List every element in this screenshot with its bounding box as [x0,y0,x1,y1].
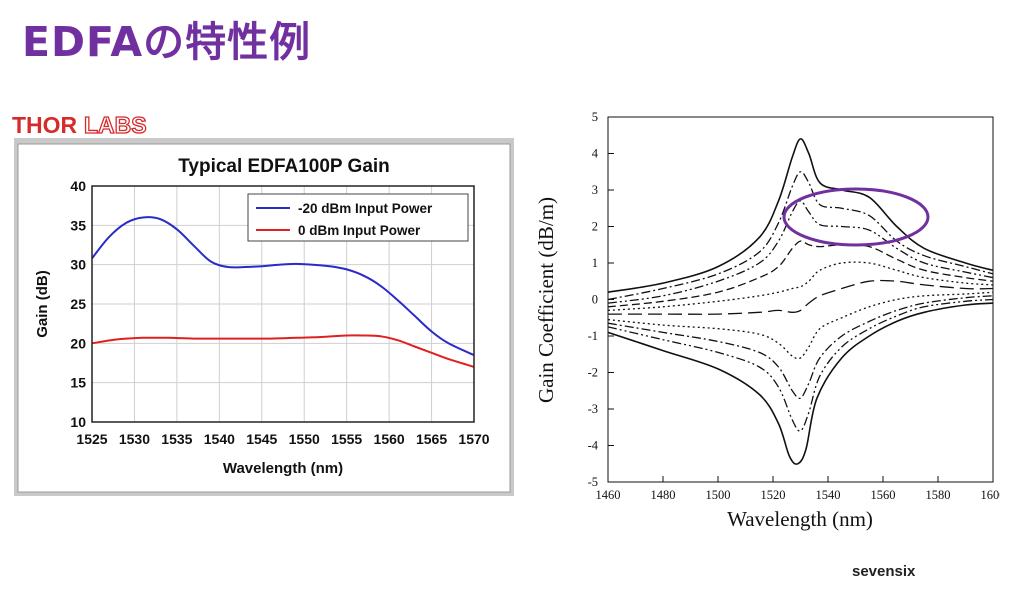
series-line-9 [607,298,994,432]
plot-area-border [91,185,475,423]
y-tick-label: 5 [592,110,598,124]
x-axis-label: Wavelength (nm) [223,460,343,477]
y-axis-label: Gain (dB) [34,270,51,338]
y-tick-label: 4 [592,147,599,161]
legend-label-2: 0 dBm Input Power [298,223,421,238]
y-tick-label: 0 [592,293,598,307]
series-line-8 [607,295,994,399]
y-tick-label: -5 [588,475,598,489]
thorlabs-logo: THOR LABS [12,112,147,138]
x-axis-label: Wavelength (nm) [727,507,873,531]
y-tick-label: 15 [70,375,86,391]
y-tick-label: 1 [592,256,598,270]
y-tick-label: -2 [588,366,598,380]
series-line-10 [607,302,994,465]
y-tick-label: 30 [70,257,86,273]
logo-text-outline: LABS [84,112,147,138]
y-tick-label: 25 [70,296,86,312]
x-tick-label: 1560 [871,488,896,502]
series-line-6 [608,279,994,315]
left-gain-chart: Typical EDFA100P Gain 1525 1530 1535 1540 15… [17,143,511,493]
y-tick-label: -3 [588,402,598,416]
x-tick-label: 1480 [651,488,676,502]
x-tick-label: 1560 [374,431,405,447]
series-line-7 [607,291,994,360]
x-tick-label: 1540 [816,488,841,502]
x-tick-label: 1580 [926,488,951,502]
x-tick-label: 1565 [416,431,447,447]
x-tick-label: 1540 [204,431,235,447]
series-line-5 [607,261,994,312]
legend: -20 dBm Input Power 0 dBm Input Power [247,193,469,242]
series-line-2 [91,334,475,368]
y-tick-label: 3 [592,183,598,197]
highlight-ellipse [782,187,930,247]
x-tick-label: 1600 [981,488,1001,502]
left-chart-panel: Typical EDFA100P Gain 1525 1530 1535 1540 15… [14,138,514,496]
x-tick-label: 1460 [596,488,621,502]
x-tick-label: 1535 [161,431,192,447]
x-tick-label: 1530 [119,431,150,447]
x-tick-label: 1555 [331,431,362,447]
series-line-2 [607,171,994,301]
chart-title: Typical EDFA100P Gain [178,156,390,177]
series-line-3 [607,200,994,304]
plot-area-border [607,116,994,483]
legend-box [247,193,469,242]
x-tick-label: 1545 [246,431,277,447]
footer-brand: sevensix [852,563,916,580]
legend-label-1: -20 dBm Input Power [298,201,433,216]
logo-text-bold: THOR [12,112,78,138]
slide-title: EDFAの特性例 [22,18,312,66]
y-tick-label: 35 [70,217,86,233]
right-gain-coefficient-chart: 14601480150015201540156015801600-5-4-3-2… [534,110,1001,531]
y-tick-label: 2 [592,220,598,234]
y-tick-label: 10 [70,414,86,430]
x-tick-label: 1550 [289,431,320,447]
series-line-4 [607,240,994,308]
x-tick-label: 1570 [458,431,489,447]
series-line-1 [607,138,994,293]
y-axis-label: Gain Coefficient (dB/m) [534,197,558,403]
y-tick-label: 40 [70,178,86,194]
series-line-1 [91,216,475,357]
y-tick-label: 20 [70,335,86,351]
x-tick-label: 1500 [706,488,731,502]
x-tick-label: 1525 [76,431,107,447]
x-tick-label: 1520 [761,488,786,502]
y-tick-label: -1 [588,329,598,343]
y-tick-label: -4 [588,439,599,453]
